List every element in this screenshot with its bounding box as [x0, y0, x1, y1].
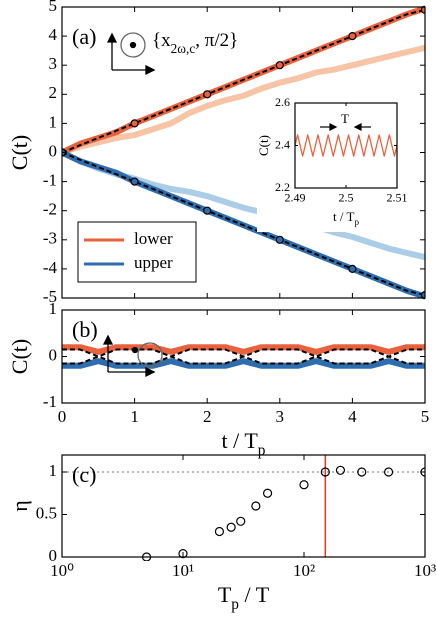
marker — [203, 206, 212, 215]
marker — [226, 522, 236, 532]
x-axis-label: t / Tp — [333, 209, 359, 227]
marker — [357, 467, 367, 477]
y-tick-label: -4 — [43, 258, 58, 277]
x-axis-label-part: p — [258, 442, 266, 459]
series-group — [62, 5, 425, 300]
x-axis-label-part: / T — [239, 582, 270, 607]
y-tick-label: -2 — [43, 200, 57, 219]
y-tick-label: 0 — [49, 345, 58, 364]
marker — [130, 119, 139, 128]
marker — [335, 465, 346, 475]
y-tick-label: 5 — [49, 0, 58, 15]
panel-label: (b) — [72, 317, 98, 342]
panel: -5 -4 -3 -2 -1 0 1 2 3 4 5 C(t) (a) {x2ω,c, π/2} lower… — [7, 0, 426, 306]
x-axis-label-part: p — [354, 217, 359, 227]
y-tick-label: -3 — [43, 229, 57, 248]
panel: 2.49 2.5 2.51 2.2 2.4 2.6 C(t) t / Tp T — [256, 95, 411, 232]
marker — [420, 290, 425, 300]
y-tick-label: 2.2 — [275, 180, 290, 194]
y-tick-label: 0.5 — [36, 503, 57, 522]
y-tick-label: 0 — [49, 546, 58, 565]
axes-frame — [61, 454, 426, 558]
x-axis-label-part: t / T — [222, 428, 259, 453]
x-tick-label: 10² — [293, 561, 315, 580]
y-axis-label: C(t) — [256, 135, 271, 156]
marker — [420, 5, 425, 15]
y-tick-label: -1 — [43, 171, 57, 190]
x-tick-label: 1 — [130, 407, 139, 426]
marker — [275, 61, 284, 70]
period-arrows — [320, 123, 371, 131]
annotation: T — [341, 111, 349, 126]
x-tick-label: 3 — [276, 407, 285, 426]
x-tick-label: 2.5 — [339, 191, 354, 205]
series-line — [295, 134, 397, 157]
marker — [214, 526, 225, 537]
series-line — [62, 151, 425, 297]
x-axis-label-part: T — [218, 582, 232, 607]
x-axis-label-part: t / T — [333, 209, 354, 224]
marker — [348, 31, 357, 41]
x-tick-label: 2.49 — [285, 191, 306, 205]
marker — [130, 177, 139, 186]
annotation-part: , π/2} — [195, 30, 238, 51]
annotation: {x2ω,c, π/2} — [152, 30, 238, 55]
annotation-part: {x — [152, 30, 171, 51]
y-axis-label: η — [7, 500, 32, 512]
x-tick-label: 2 — [203, 407, 212, 426]
x-tick-label: 10¹ — [172, 561, 194, 580]
marker — [348, 264, 357, 273]
x-axis-label-part: p — [231, 596, 239, 613]
x-axis-label: t / Tp — [222, 428, 266, 459]
y-tick-label: 2.6 — [275, 95, 290, 109]
icon-a — [106, 32, 156, 76]
y-tick-label: 2.4 — [275, 137, 290, 151]
panel: 10⁰ 10¹ 10² 10³ 0 0.5 1 η Tp / T (c) — [7, 454, 436, 613]
series-line — [62, 358, 425, 369]
x-tick-label: 10³ — [414, 561, 436, 580]
x-tick-label: 2.51 — [387, 191, 408, 205]
x-tick-label: 0 — [58, 407, 67, 426]
legend-label: upper — [134, 253, 173, 272]
x-tick-label: 5 — [421, 407, 430, 426]
y-tick-label: 1 — [49, 112, 58, 131]
y-axis-label: C(t) — [7, 339, 32, 374]
y-tick-label: 0 — [49, 141, 58, 160]
series-group — [141, 465, 425, 561]
series-line — [62, 344, 425, 355]
series-line — [62, 44, 425, 156]
marker — [251, 501, 261, 511]
y-tick-label: 2 — [49, 83, 58, 102]
marker — [236, 516, 246, 526]
series-group — [62, 344, 425, 369]
marker — [320, 467, 330, 477]
marker — [299, 480, 309, 490]
series-group — [295, 134, 397, 157]
icon-b — [102, 334, 163, 378]
panel-label: (c) — [72, 462, 96, 487]
y-axis-label: C(t) — [7, 135, 32, 170]
y-tick-label: 1 — [49, 299, 58, 318]
y-tick-label: -1 — [43, 392, 57, 411]
marker — [275, 235, 284, 244]
legend-label: lower — [134, 229, 173, 248]
y-tick-label: -5 — [43, 287, 57, 306]
series-line — [62, 8, 425, 154]
x-axis-label: Tp / T — [218, 582, 270, 613]
inset-background — [257, 99, 411, 232]
marker — [203, 90, 212, 99]
x-tick-label: 4 — [348, 407, 357, 426]
y-tick-label: 3 — [49, 54, 58, 73]
series-line — [62, 355, 425, 365]
y-tick-label: 1 — [49, 461, 58, 480]
marker — [262, 488, 273, 498]
legend-box — [77, 221, 197, 283]
panel-label: (a) — [72, 24, 96, 49]
marker — [383, 467, 394, 477]
annotation-part: 2ω,c — [171, 41, 196, 56]
x-tick-label: 10⁰ — [50, 561, 74, 580]
y-tick-label: 4 — [49, 25, 58, 44]
